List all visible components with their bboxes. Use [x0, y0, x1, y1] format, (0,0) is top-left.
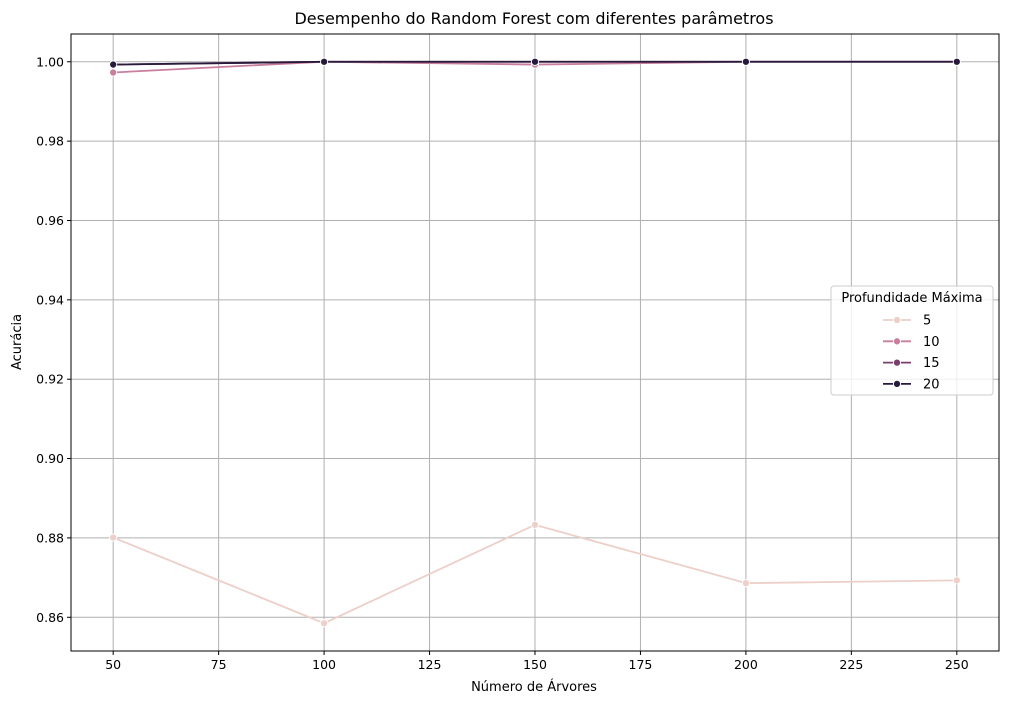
x-tick-label: 175: [629, 657, 653, 672]
legend-item: 20: [883, 377, 940, 392]
y-tick-label: 0.98: [36, 134, 64, 149]
y-tick-label: 0.94: [36, 292, 64, 307]
data-point: [952, 576, 961, 585]
x-tick-label: 100: [312, 657, 336, 672]
y-tick-label: 0.96: [36, 213, 64, 228]
legend-marker: [892, 379, 902, 388]
legend-items: 5 10 15 20: [883, 314, 940, 392]
data-point: [109, 60, 118, 69]
data-point: [320, 619, 329, 628]
data-point: [109, 68, 118, 77]
legend-box: [830, 285, 994, 396]
x-tick-label: 125: [418, 657, 442, 672]
y-tick-label: 1.00: [36, 54, 64, 69]
data-point: [320, 57, 329, 66]
legend-label: 5: [923, 314, 931, 329]
series-layer: [109, 57, 961, 628]
legend-label: 15: [923, 356, 940, 371]
series-20: [109, 57, 961, 69]
legend-label: 20: [923, 377, 940, 392]
data-point: [952, 57, 961, 66]
data-point: [530, 520, 540, 529]
x-tick-label: 50: [105, 657, 121, 672]
y-tick-label: 0.86: [36, 610, 64, 625]
y-axis: 0.86 0.88 0.90 0.92 0.94 0.96 0.98 1.00: [36, 54, 71, 625]
legend-marker: [892, 337, 902, 346]
x-axis-label: Número de Árvores: [471, 679, 597, 695]
y-tick-label: 0.92: [36, 372, 64, 387]
x-tick-label: 75: [211, 657, 227, 672]
legend: Profundidade Máxima 5 10 15 20: [830, 285, 994, 396]
y-axis-label: Acurácia: [10, 314, 25, 370]
x-axis: 50 75 100 125 150 175 200 225 250: [105, 651, 969, 672]
y-tick-label: 0.88: [36, 530, 64, 545]
legend-title: Profundidade Máxima: [841, 291, 982, 306]
legend-item: 15: [883, 356, 940, 371]
data-point: [741, 579, 750, 588]
chart-title: Desempenho do Random Forest com diferent…: [294, 9, 773, 28]
x-tick-label: 225: [839, 657, 863, 672]
legend-item: 5: [883, 314, 931, 329]
x-tick-label: 250: [945, 657, 969, 672]
x-tick-label: 200: [734, 657, 758, 672]
legend-label: 10: [923, 335, 940, 350]
y-tick-label: 0.90: [36, 451, 64, 466]
data-point: [530, 57, 540, 66]
x-tick-label: 150: [523, 657, 547, 672]
series-5: [109, 520, 961, 628]
legend-marker: [892, 315, 902, 325]
data-point: [109, 533, 118, 542]
data-point: [741, 57, 750, 66]
legend-marker: [892, 358, 902, 367]
legend-item: 10: [883, 335, 940, 350]
